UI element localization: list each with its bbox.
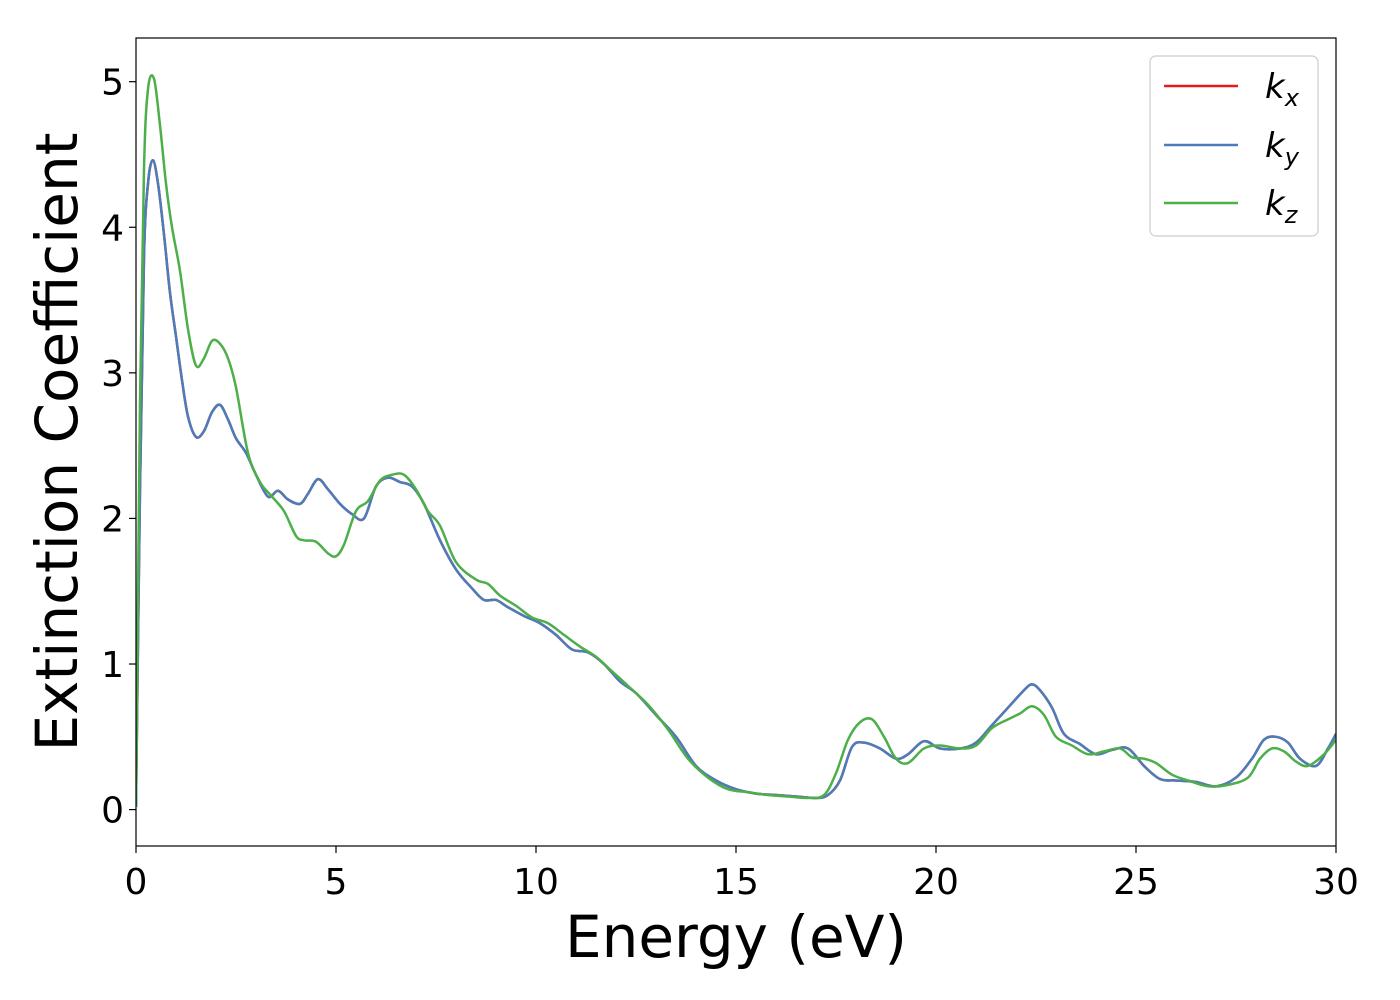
- x-tick-label: 25: [1113, 862, 1159, 903]
- legend-label-kx: kx: [1265, 67, 1300, 112]
- y-tick-label: 1: [101, 645, 124, 686]
- y-tick-label: 0: [101, 791, 124, 832]
- x-tick-label: 10: [513, 862, 559, 903]
- x-axis: 0 5 10 15 20 25 30: [125, 846, 1359, 903]
- y-tick-label: 2: [101, 499, 124, 540]
- legend-label-kz: kz: [1265, 184, 1299, 229]
- y-axis: 0 1 2 3 4 5: [101, 63, 136, 832]
- series-layer: [136, 74, 1336, 807]
- x-tick-label: 5: [325, 862, 348, 903]
- legend: kx ky kz: [1149, 55, 1319, 237]
- y-tick-label: 4: [101, 208, 124, 249]
- x-axis-title: Energy (eV): [565, 903, 907, 971]
- legend-label-ky: ky: [1265, 126, 1300, 171]
- x-tick-label: 0: [125, 862, 148, 903]
- x-tick-label: 20: [913, 862, 959, 903]
- x-tick-label: 15: [713, 862, 759, 903]
- y-tick-label: 3: [101, 354, 124, 395]
- x-tick-label: 30: [1313, 862, 1359, 903]
- series-line-kz: [136, 74, 1336, 807]
- y-axis-title: Extinction Coefficient: [23, 133, 91, 752]
- y-tick-label: 5: [101, 63, 124, 104]
